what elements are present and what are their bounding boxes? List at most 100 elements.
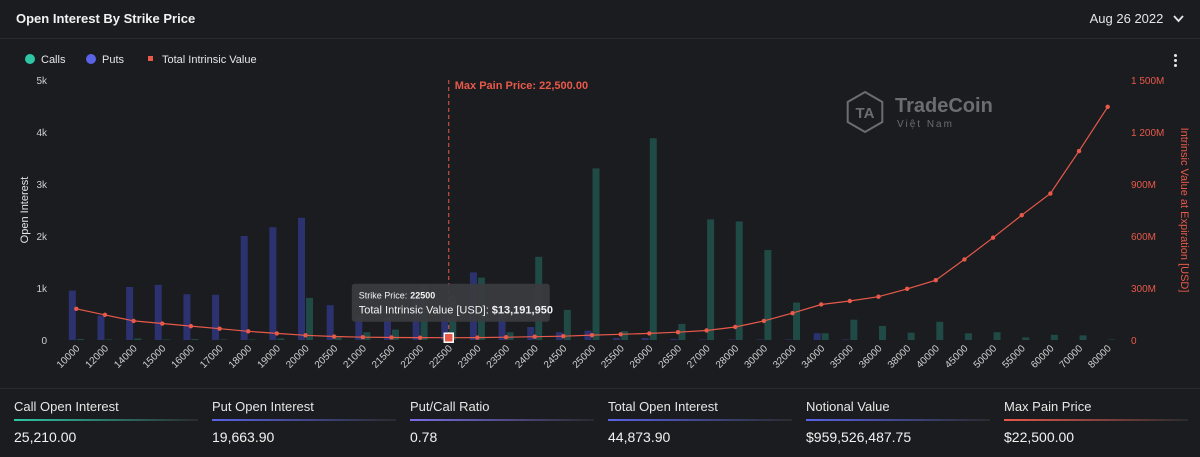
call-bar [363, 332, 371, 340]
y-tick-right: 300M [1131, 284, 1156, 295]
x-tick-label: 27000 [685, 343, 713, 371]
put-bar [383, 317, 391, 340]
intrinsic-point [962, 257, 967, 262]
intrinsic-point [847, 298, 853, 304]
stat-underline [608, 419, 792, 421]
watermark-brand: TradeCoin [895, 95, 993, 117]
x-tick-label: 25000 [571, 343, 599, 371]
put-bar [441, 315, 449, 340]
x-tick-label: 30000 [743, 343, 771, 371]
call-bar [993, 332, 1001, 340]
put-bar [842, 339, 850, 340]
call-bar [391, 329, 399, 340]
put-bar [785, 339, 793, 340]
intrinsic-point [675, 330, 681, 335]
call-bar [707, 219, 715, 340]
tooltip-value2: $13,191,950 [492, 305, 553, 317]
call-bar [735, 221, 743, 340]
stat-value: $959,526,487.75 [806, 429, 912, 445]
intrinsic-point [876, 294, 881, 299]
call-bar [76, 338, 84, 340]
x-tick-label: 20000 [284, 343, 312, 371]
stat-underline [14, 419, 198, 421]
intrinsic-point [761, 318, 767, 324]
stat-label: Put Open Interest [212, 399, 314, 414]
put-bar [527, 327, 535, 340]
intrinsic-point [131, 318, 136, 324]
chevron-down-icon [1173, 14, 1184, 26]
intrinsic-point [790, 310, 795, 316]
x-tick-label: 19000 [256, 343, 284, 371]
kebab-menu-icon[interactable] [1174, 54, 1178, 69]
x-tick-label: 36000 [857, 343, 885, 371]
legend-label: Puts [102, 54, 125, 66]
y-tick-left: 3k [36, 180, 48, 191]
put-bar [813, 333, 821, 340]
intrinsic-point [188, 323, 194, 329]
date-selector[interactable]: Aug 26 2022 [1090, 11, 1184, 26]
call-bar [878, 325, 886, 340]
stat-label: Put/Call Ratio [410, 399, 490, 414]
panel-header: Open Interest By Strike Price Aug 26 202… [0, 0, 1200, 39]
x-tick-label: 60000 [1029, 343, 1057, 371]
tooltip-label2: Total Intrinsic Value [USD]: [359, 305, 489, 317]
stat-card-put-open-interest: Put Open Interest 19,663.90 [198, 389, 396, 457]
call-bar [764, 250, 772, 340]
x-tick-label: 50000 [972, 343, 1000, 371]
put-bar [269, 227, 277, 340]
y-tick-right: 900M [1131, 180, 1156, 191]
intrinsic-point [904, 286, 910, 292]
x-tick-label: 22000 [399, 343, 427, 371]
call-bar [277, 338, 285, 340]
x-tick-label: 14000 [112, 343, 140, 371]
intrinsic-point [561, 333, 566, 339]
intrinsic-point [1048, 191, 1053, 196]
stat-value: 0.78 [410, 429, 438, 445]
call-bar [506, 332, 514, 340]
call-bar [1079, 335, 1087, 340]
legend-marker-puts [86, 54, 96, 64]
call-bar [1022, 337, 1030, 340]
x-tick-label: 23000 [456, 343, 484, 371]
intrinsic-point [360, 335, 366, 340]
call-bar [850, 319, 858, 340]
watermark-sub: Việt Nam [897, 119, 954, 130]
put-bar [240, 236, 248, 340]
x-tick-label: 26000 [628, 343, 656, 371]
x-tick-label: 15000 [141, 343, 169, 371]
call-bar [936, 321, 944, 340]
stat-card-total-open-interest: Total Open Interest 44,873.90 [594, 389, 792, 457]
x-tick-label: 70000 [1058, 343, 1086, 371]
legend-label: Total Intrinsic Value [162, 54, 257, 66]
x-tick-label: 28000 [714, 343, 742, 371]
logo-glyph-icon: TA [856, 105, 875, 122]
call-bar [248, 339, 256, 340]
intrinsic-point [1105, 104, 1110, 110]
intrinsic-point [389, 335, 394, 340]
x-tick-label: 20500 [313, 343, 341, 371]
call-bar [162, 339, 170, 340]
intrinsic-point [503, 335, 509, 340]
y-axis-label-right: Intrinsic Value at Expiration [USD] [1178, 128, 1190, 293]
call-bar [907, 332, 915, 340]
y-axis-label-left: Open Interest [19, 177, 31, 244]
stat-label: Notional Value [806, 399, 890, 414]
y-tick-right: 1 200M [1131, 128, 1164, 139]
y-tick-right: 0 [1131, 336, 1137, 347]
put-bar [126, 286, 134, 340]
tooltip-value1: 22500 [410, 291, 435, 301]
x-tick-label: 34000 [800, 343, 828, 371]
chart: Calls Puts Total Intrinsic Value 0 1k 2k 3k 4k 5… [0, 40, 1200, 390]
tooltip-line1: Strike Price: 22500 [359, 291, 436, 301]
call-bar [821, 333, 829, 340]
x-tick-label: 16000 [170, 343, 198, 371]
chart-svg: Calls Puts Total Intrinsic Value 0 1k 2k 3k 4k 5… [19, 54, 1190, 371]
intrinsic-point [1019, 213, 1024, 218]
intrinsic-point [475, 335, 480, 340]
put-bar [498, 305, 506, 340]
stat-card-max-pain-price: Max Pain Price $22,500.00 [990, 389, 1188, 457]
put-bar [326, 305, 334, 340]
put-bar [298, 217, 306, 340]
call-bar [964, 333, 972, 340]
call-bar [191, 338, 199, 340]
